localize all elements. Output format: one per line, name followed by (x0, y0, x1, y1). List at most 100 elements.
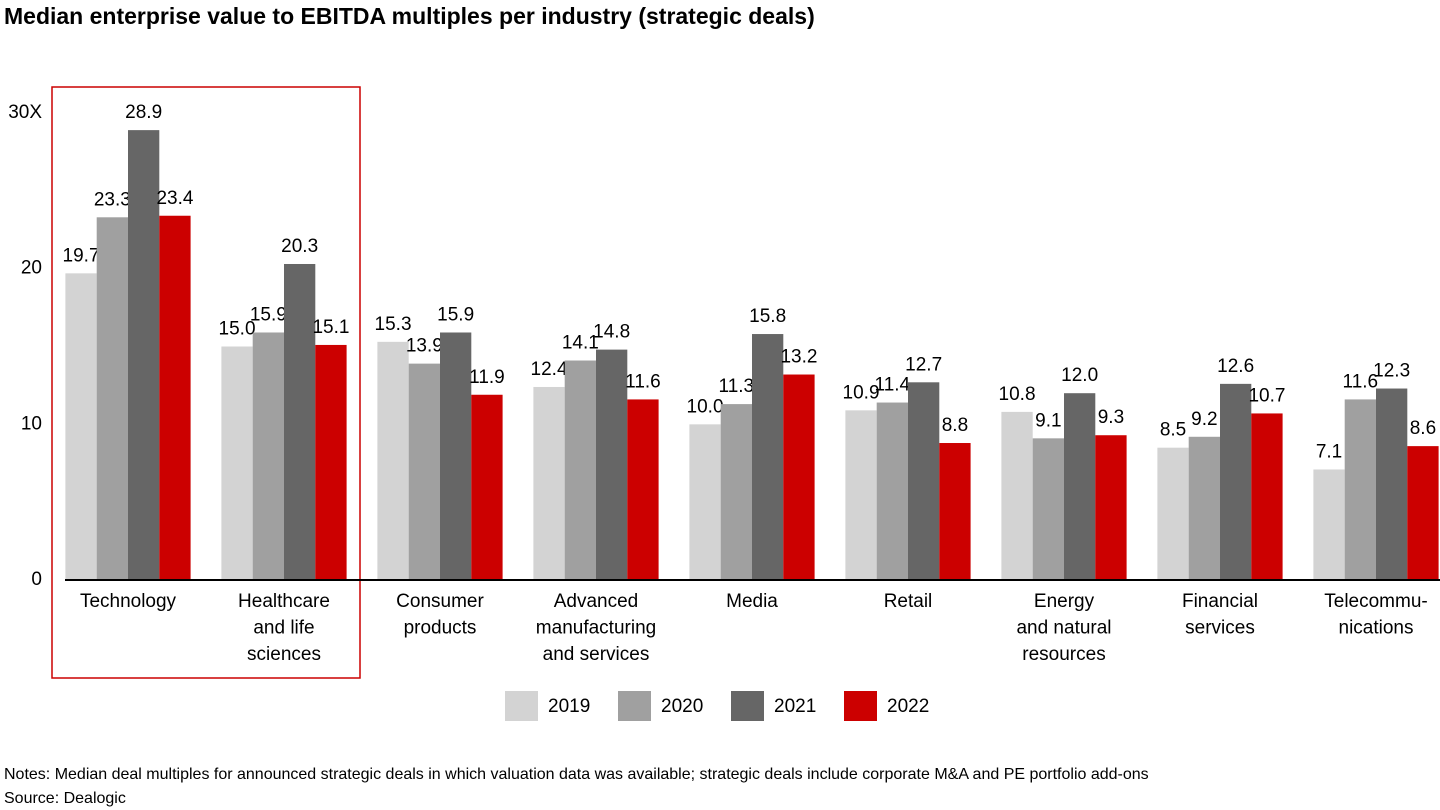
x-tick-label: Advanced (554, 591, 639, 612)
bar (315, 344, 347, 580)
bar (533, 386, 565, 580)
x-tick-label: Financial (1182, 591, 1258, 612)
bar (845, 410, 877, 580)
bar (627, 399, 659, 580)
x-tick-label: Energy (1034, 591, 1095, 612)
x-tick-label: manufacturing (536, 618, 656, 639)
bar (1251, 413, 1283, 580)
value-label: 10.7 (1248, 385, 1285, 406)
value-label: 19.7 (63, 245, 100, 266)
bar (1344, 399, 1376, 580)
bar (689, 424, 721, 580)
value-label: 13.2 (780, 347, 817, 368)
bar (96, 217, 128, 580)
highlight-box (51, 86, 361, 679)
value-label: 15.8 (749, 306, 786, 327)
bar (471, 394, 503, 580)
bar (377, 341, 409, 580)
y-tick-label: 30X (8, 102, 42, 123)
bar (221, 346, 253, 580)
value-label: 12.6 (1217, 356, 1254, 377)
y-tick-label: 0 (31, 569, 42, 590)
bar (128, 130, 160, 580)
bar (1188, 436, 1220, 580)
value-label: 11.6 (1343, 371, 1379, 392)
bar (1376, 388, 1408, 580)
y-tick-label: 20 (21, 258, 42, 279)
bar (252, 332, 284, 580)
value-label: 23.4 (156, 188, 193, 209)
x-tick-label: and natural (1016, 618, 1111, 639)
y-tick-label: 10 (21, 413, 42, 434)
bar (1095, 435, 1127, 580)
x-tick-label: resources (1022, 644, 1105, 665)
value-label: 15.9 (250, 305, 287, 326)
x-tick-label: nications (1339, 618, 1414, 639)
value-label: 12.0 (1061, 365, 1098, 386)
notes: Notes: Median deal multiples for announc… (4, 766, 1149, 783)
x-tick-label: and services (543, 644, 650, 665)
x-tick-label: and life (253, 618, 314, 639)
x-tick-label: sciences (247, 644, 321, 665)
value-label: 11.6 (625, 371, 661, 392)
bar (596, 349, 628, 580)
bar (1032, 438, 1064, 580)
value-label: 8.6 (1410, 418, 1436, 439)
value-label: 12.4 (531, 359, 568, 380)
bar (1157, 447, 1189, 580)
legend-swatch (844, 691, 877, 721)
bar (783, 374, 815, 580)
bar (1313, 469, 1345, 580)
value-label: 15.9 (437, 305, 474, 326)
bar (564, 360, 596, 580)
value-label: 14.1 (562, 333, 599, 354)
legend-swatch (731, 691, 764, 721)
value-label: 13.9 (406, 336, 443, 357)
legend-label: 2022 (887, 696, 929, 717)
bar (1001, 411, 1033, 580)
value-label: 20.3 (281, 236, 318, 257)
legend-swatch (505, 691, 538, 721)
value-label: 11.9 (469, 367, 505, 388)
bar (284, 263, 316, 580)
x-tick-label: Media (726, 591, 778, 612)
value-label: 8.5 (1160, 420, 1186, 441)
chart-title: Median enterprise value to EBITDA multip… (4, 3, 815, 29)
value-label: 9.1 (1035, 410, 1061, 431)
value-label: 28.9 (125, 102, 162, 123)
legend-swatch (618, 691, 651, 721)
bar (939, 443, 971, 580)
value-label: 10.0 (687, 396, 724, 417)
bar (1220, 383, 1252, 580)
legend-label: 2021 (774, 696, 816, 717)
value-label: 10.8 (999, 384, 1036, 405)
value-label: 14.8 (593, 322, 630, 343)
value-label: 12.7 (905, 354, 942, 375)
bar (752, 334, 784, 580)
legend-label: 2020 (661, 696, 703, 717)
value-label: 15.3 (375, 314, 412, 335)
value-label: 15.1 (312, 317, 349, 338)
value-label: 12.3 (1373, 361, 1410, 382)
value-label: 8.8 (942, 415, 968, 436)
bar (408, 363, 440, 580)
value-label: 11.4 (875, 375, 911, 396)
bar (908, 382, 940, 580)
x-tick-label: services (1185, 618, 1255, 639)
bar (1407, 446, 1439, 580)
value-label: 11.3 (719, 376, 755, 397)
bar (876, 402, 908, 580)
x-tick-label: Healthcare (238, 591, 330, 612)
source: Source: Dealogic (4, 790, 126, 807)
x-tick-label: Consumer (396, 591, 484, 612)
legend-label: 2019 (548, 696, 590, 717)
x-tick-label: Technology (80, 591, 177, 612)
bar (159, 215, 191, 581)
value-label: 15.0 (219, 319, 256, 340)
value-label: 23.3 (94, 189, 131, 210)
bar (65, 273, 97, 580)
value-label: 10.9 (843, 382, 880, 403)
x-tick-label: products (404, 618, 477, 639)
value-label: 9.2 (1191, 409, 1217, 430)
